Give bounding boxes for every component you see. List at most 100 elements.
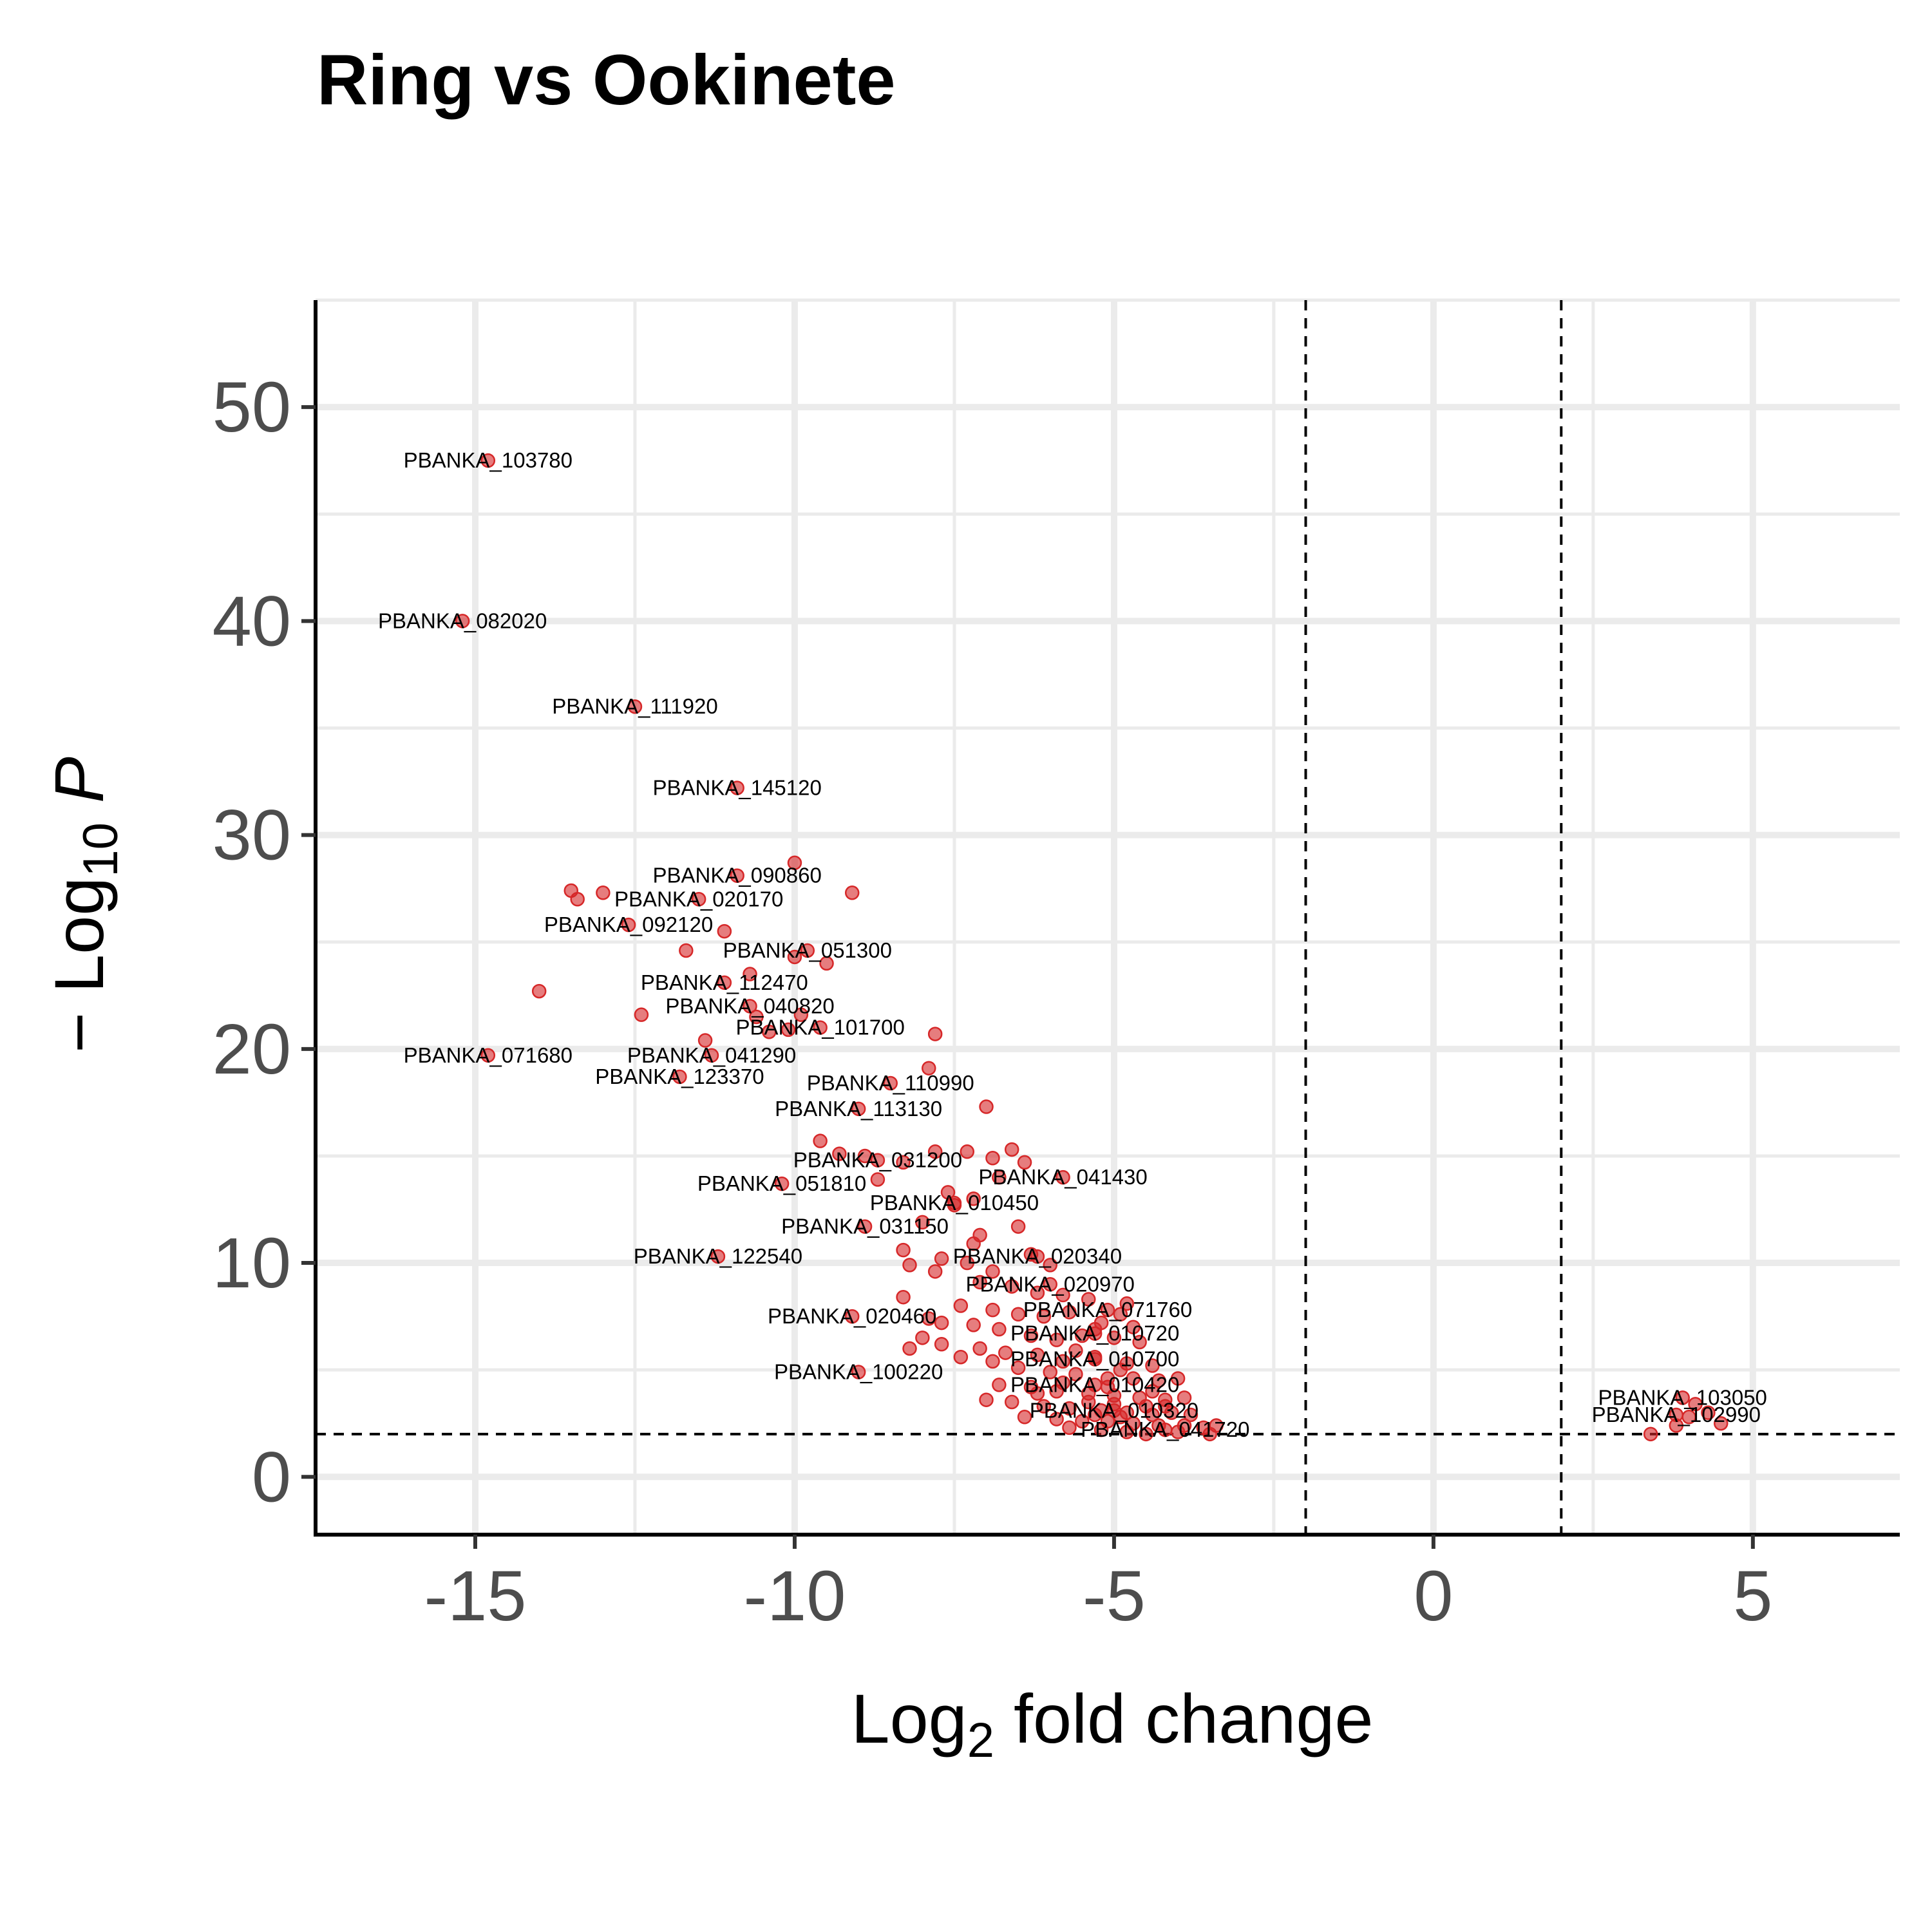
labeled-data-point xyxy=(1087,1352,1103,1367)
point-label: PBANKA_051810 xyxy=(697,1171,866,1195)
data-point xyxy=(634,1007,649,1022)
labeled-data-point xyxy=(627,699,643,714)
labeled-data-point xyxy=(480,1048,496,1063)
labeled-data-point xyxy=(883,1075,898,1091)
point-label: PBANKA_020970 xyxy=(966,1272,1135,1296)
data-point xyxy=(679,943,694,958)
data-point xyxy=(832,1146,847,1161)
labeled-data-point xyxy=(1106,1403,1122,1418)
labeled-data-point xyxy=(774,1176,790,1191)
y-tick-label: 30 xyxy=(213,796,291,875)
data-point xyxy=(1145,1384,1160,1399)
data-point xyxy=(992,1378,1007,1392)
labeled-data-point xyxy=(813,1020,828,1035)
x-tick-label: -5 xyxy=(1083,1557,1146,1636)
point-label: PBANKA_010720 xyxy=(1010,1321,1179,1345)
data-point xyxy=(896,1289,911,1305)
data-point xyxy=(1062,1305,1077,1320)
data-point xyxy=(985,1302,1000,1318)
data-point xyxy=(927,1027,943,1041)
data-point xyxy=(922,1061,936,1075)
data-point xyxy=(972,1341,987,1356)
data-point xyxy=(787,855,802,871)
data-point xyxy=(781,1022,796,1037)
data-point xyxy=(1030,1285,1045,1300)
x-tick-label: 5 xyxy=(1733,1557,1772,1636)
data-points xyxy=(455,453,1728,1442)
data-point xyxy=(1106,1331,1122,1345)
data-point xyxy=(1036,1399,1052,1414)
data-point xyxy=(1010,1360,1026,1376)
data-point xyxy=(787,949,802,965)
data-point xyxy=(1177,1390,1192,1405)
data-point xyxy=(1010,1307,1026,1322)
data-point xyxy=(1132,1334,1147,1350)
data-point xyxy=(1145,1358,1160,1373)
point-label: PBANKA_103050 xyxy=(1598,1385,1767,1409)
data-point xyxy=(992,1321,1007,1337)
x-tick-label: -15 xyxy=(424,1557,526,1636)
data-point xyxy=(953,1298,969,1313)
point-label: PBANKA_041720 xyxy=(1081,1417,1249,1441)
data-point xyxy=(1004,1279,1019,1294)
data-point xyxy=(844,886,860,900)
y-axis-title: − Log10 P xyxy=(40,757,128,1053)
data-point xyxy=(1030,1347,1045,1363)
data-point xyxy=(749,1009,764,1025)
point-label: PBANKA_020170 xyxy=(614,887,783,911)
labeled-data-point xyxy=(480,453,496,468)
data-point xyxy=(1030,1386,1045,1401)
data-point xyxy=(1049,1412,1064,1426)
data-point xyxy=(1075,1414,1090,1429)
data-point xyxy=(915,1215,930,1230)
data-point xyxy=(1119,1425,1135,1439)
data-point xyxy=(922,1311,936,1326)
data-point xyxy=(793,1007,809,1022)
threshold-lines xyxy=(316,300,1900,1535)
data-point xyxy=(985,1264,1000,1279)
data-point xyxy=(979,1099,994,1114)
data-point xyxy=(1126,1371,1141,1386)
data-point xyxy=(1004,1142,1019,1157)
point-label: PBANKA_010320 xyxy=(1030,1398,1198,1422)
labeled-data-point xyxy=(851,1101,866,1117)
labeled-data-point xyxy=(1087,1326,1103,1341)
data-point xyxy=(985,1151,1000,1166)
x-axis-title: Log2 fold change xyxy=(851,1680,1374,1768)
data-point xyxy=(1643,1426,1658,1442)
data-point xyxy=(1158,1399,1173,1414)
labeled-data-point xyxy=(730,781,744,795)
data-point xyxy=(985,1354,1000,1369)
y-tick-label: 40 xyxy=(213,582,291,661)
data-point xyxy=(960,1144,975,1159)
data-point xyxy=(531,983,547,999)
labeled-data-point xyxy=(1669,1407,1684,1423)
point-label: PBANKA_110990 xyxy=(807,1071,974,1095)
data-point xyxy=(1081,1394,1096,1410)
labeled-data-point xyxy=(800,943,815,958)
point-label: PBANKA_100220 xyxy=(774,1360,943,1384)
data-point xyxy=(940,1185,956,1200)
data-point xyxy=(1714,1416,1728,1431)
data-point xyxy=(972,1274,987,1290)
point-labels: PBANKA_103780 PBANKA_082020 PBANKA_111920 P… xyxy=(378,448,1767,1441)
y-tick-label: 50 xyxy=(213,368,291,447)
point-label: PBANKA_113130 xyxy=(775,1097,942,1121)
labeled-data-point xyxy=(851,1365,866,1379)
data-point xyxy=(1183,1407,1198,1423)
labeled-data-point xyxy=(870,1153,886,1168)
y-tick-label: 0 xyxy=(252,1437,291,1517)
data-point xyxy=(819,956,834,971)
point-label: PBANKA_101700 xyxy=(735,1016,904,1039)
y-tick-label: 10 xyxy=(213,1224,291,1303)
point-label: PBANKA_031200 xyxy=(793,1148,962,1172)
labeled-data-point xyxy=(1100,1302,1115,1318)
data-point xyxy=(1004,1394,1019,1410)
point-label: PBANKA_031150 xyxy=(781,1215,949,1238)
labeled-data-point xyxy=(704,1048,719,1063)
data-point xyxy=(1056,1287,1070,1303)
data-point xyxy=(1170,1371,1186,1386)
point-label: PBANKA_145120 xyxy=(652,775,821,799)
labeled-data-point xyxy=(621,917,636,933)
